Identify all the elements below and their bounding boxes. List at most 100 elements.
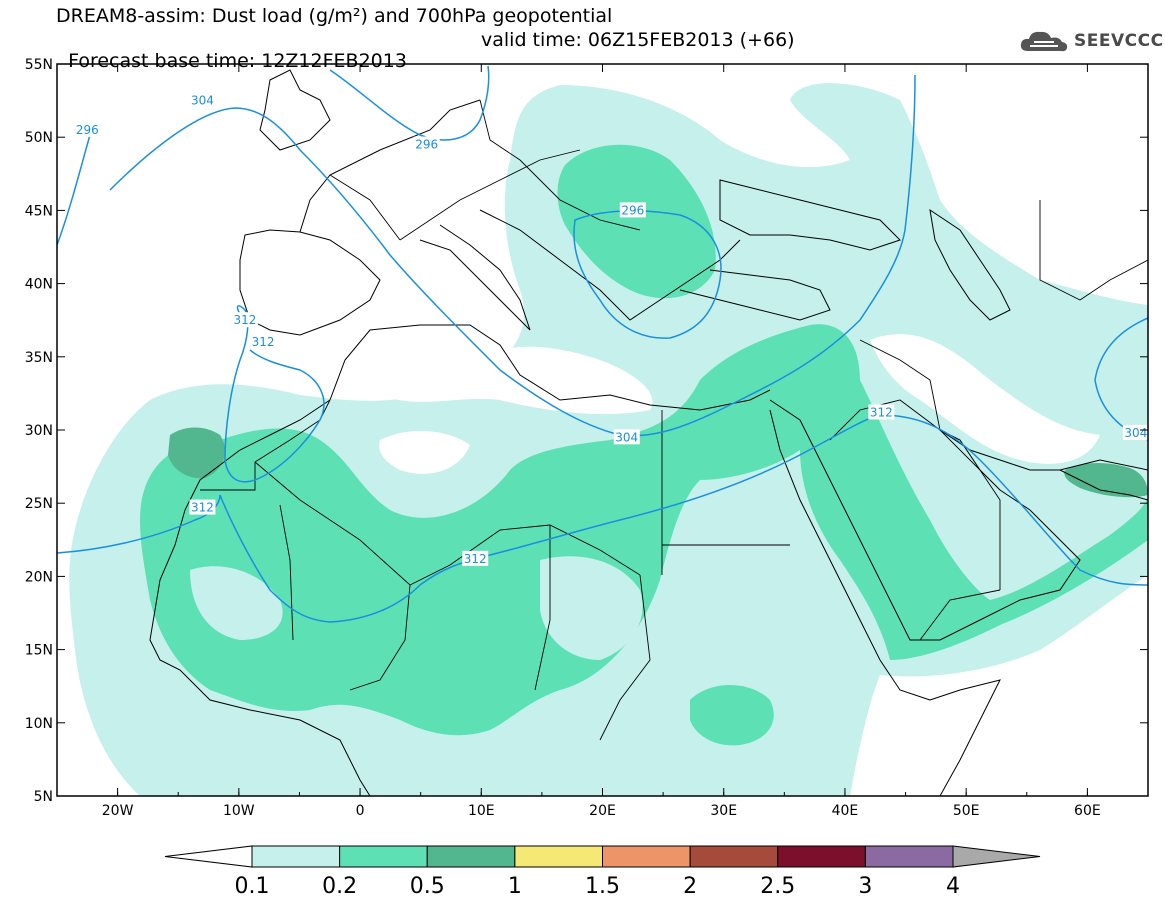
dust-field-0.2-balkans [557,144,716,299]
dust-fields [69,83,1148,796]
coastline-arabia [769,399,1081,641]
colorbar-label: 0.2 [322,874,357,899]
contour-label-bg [619,202,646,218]
logo-text: SEEVCCC [1074,31,1164,51]
clear-area-iberia [235,235,361,329]
contour-label-bg [613,429,640,445]
border-niger-chad [534,525,551,691]
border-europe-2 [329,174,401,241]
colorbar-label: 1.5 [585,874,620,899]
border-europe-1 [399,149,581,241]
contour-label-bg [189,499,216,515]
dust-field-0.5-morocco [168,427,225,479]
coastline-france [299,99,481,233]
contour-label-bg [231,312,258,328]
coastline-north-africa [329,324,771,411]
coastline-caspian [929,208,1011,321]
lon-label: 20W [102,803,134,819]
contour-304-north [109,74,916,437]
lon-label: 30E [710,803,737,819]
axis-ticks [56,63,1149,797]
coastline-africa-west [149,399,371,796]
light-pocket-chad [540,556,643,660]
lat-label: 45N [25,203,53,219]
cloud-icon [1020,31,1068,52]
colorbar-box [602,845,691,868]
seevccc-logo: SEEVCCC [1018,26,1164,56]
contour-label: 312 [252,335,275,349]
contour-312-sahara [57,414,1148,623]
colorbar: 0.1 0.2 0.5 1 1.5 2 2.5 3 4 [164,845,1041,899]
lat-label: 40N [25,277,53,293]
colorbar-label: 2 [683,874,697,899]
light-pocket-mali [190,566,283,640]
lon-label: 60E [1074,803,1101,819]
lat-label: 55N [25,57,53,73]
colorbar-box [514,845,603,868]
axis-labels: 55N 50N 45N 40N 35N 30N 25N 20N 15N 10N 5N 20W 10W 0 1… [25,57,1101,819]
border-algeria-mali-niger [254,461,501,586]
colorbar-label: 3 [858,874,872,899]
lon-label: 0 [356,803,365,819]
forecast-base-time: Forecast base time: 12Z12FEB2013 [68,50,407,72]
colorbar-box [777,845,866,868]
contour-label: 304 [191,94,214,108]
contour-label: 296 [621,203,644,217]
colorbar-label: 0.1 [235,874,270,899]
contour-label-bg [1122,424,1148,440]
border-yemen [919,589,1001,641]
contour-label: 312 [233,313,256,327]
lat-label: 15N [25,643,53,659]
contour-label: 296 [76,123,99,137]
dust-field-0.5-gulf [1064,463,1148,498]
dust-field-0.2-east-africa [690,685,774,746]
contour-label: 312 [191,501,214,515]
lon-label: 10W [223,803,255,819]
lat-label: 35N [25,350,53,366]
contour-label-bg [250,334,277,350]
contour-label: 304 [615,430,638,444]
colorbar-label: 4 [946,874,960,899]
colorbar-label: 2.5 [760,874,795,899]
coastline-anatolia [679,269,831,321]
contour-labels: 296 304 296 296 312 312 304 312 304 312 312 [74,92,1148,566]
contour-label: 304 [1124,426,1147,440]
lon-label: 10E [468,803,495,819]
border-libya [499,524,641,576]
coastline-iran-pakistan [1059,469,1148,501]
colorbar-box [689,845,779,868]
lat-label: 10N [25,716,53,732]
contour-296-europe [329,65,490,141]
lat-label: 25N [25,496,53,512]
clear-area-sahara [379,430,470,474]
contour-label-bg [189,92,216,108]
colorbar-over-arrow [952,845,1041,868]
coastline-iberia [239,229,381,336]
colorbar-box [426,845,516,868]
coastline-balkans [479,209,741,321]
coastline-black-sea [719,179,901,251]
lon-label: 50E [953,803,980,819]
coastline-italy [419,224,531,331]
contour-label: 312 [870,405,893,419]
contour-296-west [57,134,91,246]
clear-area-arabia [870,334,1100,464]
lon-label: 40E [832,803,859,819]
border-mali-niger [349,584,411,691]
colorbar-under-arrow [164,845,253,868]
colorbar-box [864,845,954,868]
valid-time: valid time: 06Z15FEB2013 (+66) [481,29,795,51]
contour-label-bg [413,136,440,152]
border-europe-3 [479,99,641,231]
border-sudan-chad [599,574,651,741]
contour-label-bg [868,404,895,420]
border-central-asia [1039,200,1148,301]
lat-label: 30N [25,423,53,439]
colorbar-label: 1 [508,874,522,899]
border-mauritania-mali [279,504,294,641]
forecast-times: Forecast base time: 12Z12FEB2013 valid t… [56,30,794,93]
lat-label: 50N [25,130,53,146]
colorbar-box [339,845,428,868]
coastline-uk [259,69,331,151]
contour-label: 296 [415,138,438,152]
